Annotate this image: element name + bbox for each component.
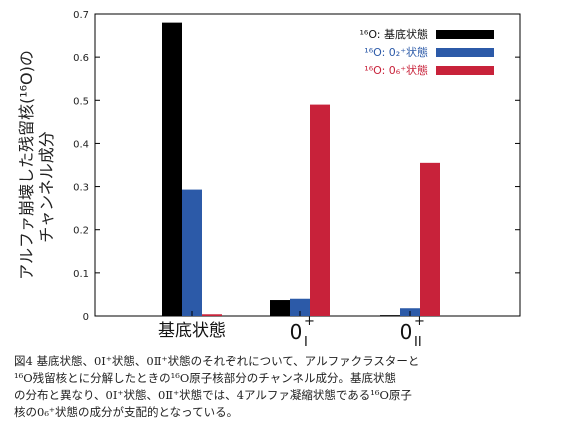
y-tick-label: 0 xyxy=(83,312,89,323)
y-tick-label: 0.1 xyxy=(73,269,89,280)
x-tick-label-subscript: I xyxy=(304,335,308,350)
x-tick-label: 0 xyxy=(400,320,413,344)
bar xyxy=(162,22,182,316)
bar xyxy=(290,298,310,316)
legend-label: ¹⁶O: 0₆⁺状態 xyxy=(364,63,428,77)
legend-label: ¹⁶O: 基底状態 xyxy=(360,27,429,41)
bar xyxy=(380,315,400,316)
bar xyxy=(420,162,440,316)
legend-swatch xyxy=(436,48,494,57)
y-tick-label: 0.5 xyxy=(73,96,89,107)
y-tick-label: 0.2 xyxy=(73,226,89,237)
y-axis-label-line-1: アルファ崩壊した残留核(¹⁶O)の xyxy=(17,50,36,280)
plot-frame xyxy=(94,13,521,317)
x-tick-label-subscript: II xyxy=(414,335,422,350)
caption-line-1: 図4 基底状態、0Ⅰ⁺状態、0Ⅱ⁺状態のそれぞれについて、アルファクラスターと xyxy=(14,354,420,368)
figure-caption: 図4 基底状態、0Ⅰ⁺状態、0Ⅱ⁺状態のそれぞれについて、アルファクラスターと … xyxy=(14,353,562,421)
y-tick-label: 0.4 xyxy=(73,139,89,150)
bar xyxy=(270,300,290,316)
y-tick-label: 0.7 xyxy=(73,10,89,21)
y-tick-label: 0.3 xyxy=(73,183,89,194)
legend-label: ¹⁶O: 0₂⁺状態 xyxy=(364,45,428,59)
y-tick-label: 0.6 xyxy=(73,53,89,64)
legend-swatch xyxy=(436,66,494,75)
legend-swatch xyxy=(436,30,494,39)
x-tick-label-superscript: + xyxy=(414,314,425,329)
x-tick-label-superscript: + xyxy=(304,314,315,329)
y-axis-label: アルファ崩壊した残留核(¹⁶O)の チャンネル成分 xyxy=(17,50,56,280)
bar xyxy=(182,189,202,316)
y-axis-label-line-2: チャンネル成分 xyxy=(37,131,56,243)
bar xyxy=(310,104,330,316)
caption-line-4: 核の0₆⁺状態の成分が支配的となっている。 xyxy=(14,405,239,419)
x-tick-label: 基底状態 xyxy=(158,321,226,341)
x-tick-label: 0 xyxy=(290,320,303,344)
caption-line-2: ¹⁶O残留核とに分解したときの¹⁶O原子核部分のチャンネル成分。基底状態 xyxy=(14,371,396,385)
caption-line-3: の分布と異なり、0Ⅰ⁺状態、0Ⅱ⁺状態では、4アルファ凝縮状態である¹⁶O原子 xyxy=(14,388,412,402)
bar xyxy=(202,314,222,316)
